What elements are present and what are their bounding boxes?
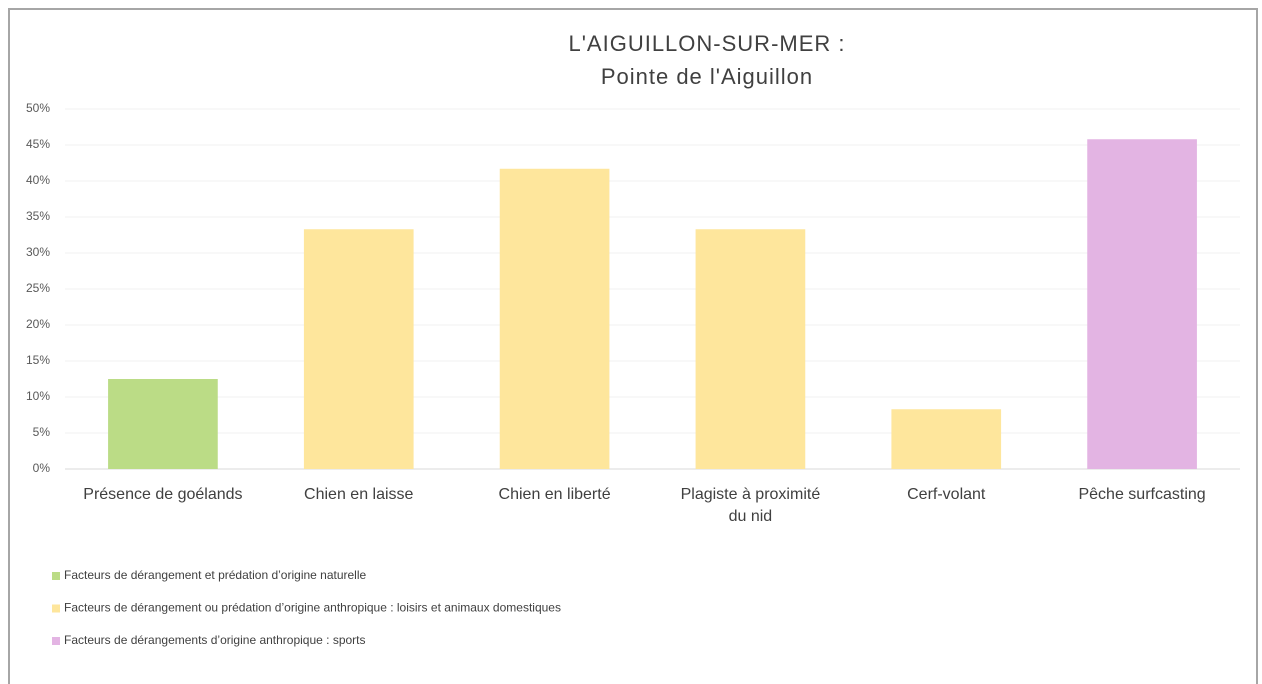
x-tick-label: Présence de goélands: [83, 486, 243, 503]
x-tick-label: Chien en liberté: [498, 486, 611, 503]
bar: [499, 168, 610, 469]
x-tick-label: Chien en laisse: [304, 486, 414, 503]
x-tick-label: Plagiste à proximité du nid: [680, 486, 821, 525]
y-tick-label: 5%: [33, 425, 51, 439]
y-tick-label: 50%: [26, 101, 50, 115]
y-tick-label: 10%: [26, 389, 50, 403]
bar: [891, 409, 1002, 469]
bar: [1087, 139, 1197, 470]
y-tick-label: 25%: [26, 281, 50, 295]
y-tick-label: 35%: [26, 209, 50, 223]
legend-label: Facteurs de dérangements d’origine anthr…: [64, 633, 366, 647]
legend-swatch: [52, 604, 60, 613]
legend-swatch: [52, 637, 60, 645]
chart-subtitle: Pointe de l'Aiguillon: [601, 64, 813, 89]
y-tick-label: 45%: [26, 137, 50, 151]
legend-label: Facteurs de dérangement et prédation d’o…: [64, 568, 367, 582]
chart-frame: [8, 8, 1258, 684]
legend-swatch: [52, 572, 60, 580]
y-tick-label: 0%: [33, 461, 51, 475]
x-tick-label: Pêche surfcasting: [1078, 486, 1206, 503]
bar: [108, 379, 218, 469]
chart-title: L'AIGUILLON-SUR-MER :: [568, 31, 845, 56]
x-tick-label: Cerf-volant: [907, 486, 986, 503]
y-tick-label: 30%: [26, 245, 50, 259]
bar: [695, 229, 806, 469]
legend-label: Facteurs de dérangement ou prédation d’o…: [64, 601, 561, 615]
y-tick-label: 20%: [26, 317, 50, 331]
y-tick-label: 40%: [26, 173, 50, 187]
bar: [303, 229, 414, 469]
y-tick-label: 15%: [26, 353, 50, 367]
